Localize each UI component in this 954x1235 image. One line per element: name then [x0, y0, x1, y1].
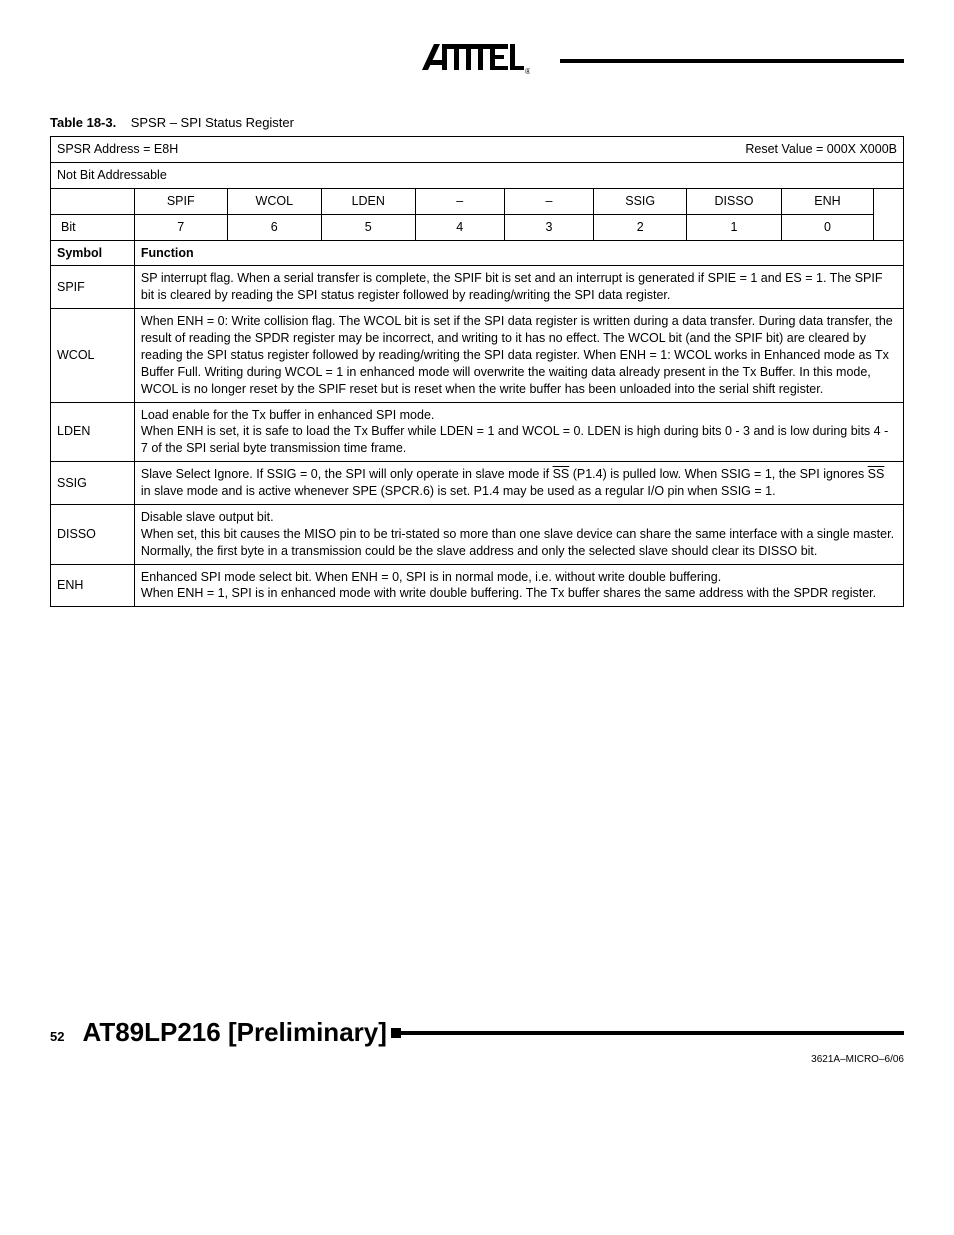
bit-name-0: ENH [781, 188, 873, 214]
header-rule [560, 59, 904, 63]
bit-name-7: SPIF [134, 188, 227, 214]
symbol-cell: SPIF [51, 266, 135, 309]
bit-num-3: 3 [504, 214, 593, 240]
table-row: SSIG Slave Select Ignore. If SSIG = 0, t… [51, 462, 904, 505]
symbol-cell: LDEN [51, 402, 135, 462]
symbol-cell: WCOL [51, 309, 135, 402]
function-cell: SP interrupt flag. When a serial transfe… [134, 266, 903, 309]
table-row: WCOL When ENH = 0: Write collision flag.… [51, 309, 904, 402]
document-title: AT89LP216 [Preliminary] [82, 1017, 386, 1048]
register-address: SPSR Address = E8H [57, 142, 178, 156]
table-row: LDEN Load enable for the Tx buffer in en… [51, 402, 904, 462]
caption-label: Table 18-3. [50, 115, 116, 130]
bit-num-2: 2 [594, 214, 687, 240]
bit-row-spacer [51, 188, 135, 214]
table-row: SPIF SP interrupt flag. When a serial tr… [51, 266, 904, 309]
symbol-cell: ENH [51, 564, 135, 607]
atmel-logo: ® [420, 40, 530, 81]
table-caption: Table 18-3. SPSR – SPI Status Register [50, 115, 904, 130]
bit-row-label: Bit [51, 214, 135, 240]
bit-name-4: – [415, 188, 504, 214]
register-header-line1: SPSR Address = E8H Reset Value = 000X X0… [51, 137, 904, 163]
symbol-cell: SSIG [51, 462, 135, 505]
bit-name-3: – [504, 188, 593, 214]
page-number: 52 [50, 1029, 64, 1044]
bit-num-7: 7 [134, 214, 227, 240]
function-cell: When ENH = 0: Write collision flag. The … [134, 309, 903, 402]
page: ® Table 18-3. SPSR – SPI Status Register… [0, 0, 954, 1095]
function-cell: Slave Select Ignore. If SSIG = 0, the SP… [134, 462, 903, 505]
bit-num-4: 4 [415, 214, 504, 240]
footer-rule [397, 1031, 904, 1035]
function-cell: Enhanced SPI mode select bit. When ENH =… [134, 564, 903, 607]
function-cell: Disable slave output bit. When set, this… [134, 504, 903, 564]
col-header-function: Function [134, 240, 903, 266]
table-row: DISSO Disable slave output bit. When set… [51, 504, 904, 564]
svg-text:®: ® [525, 67, 530, 76]
function-cell: Load enable for the Tx buffer in enhance… [134, 402, 903, 462]
bit-num-1: 1 [687, 214, 782, 240]
bit-name-1: DISSO [687, 188, 782, 214]
bit-name-5: LDEN [321, 188, 415, 214]
bit-name-2: SSIG [594, 188, 687, 214]
register-header-line2: Not Bit Addressable [51, 162, 904, 188]
register-table: SPSR Address = E8H Reset Value = 000X X0… [50, 136, 904, 607]
table-row: ENH Enhanced SPI mode select bit. When E… [51, 564, 904, 607]
header-logo-row: ® [50, 40, 904, 81]
bit-num-6: 6 [227, 214, 321, 240]
bit-num-5: 5 [321, 214, 415, 240]
bit-name-6: WCOL [227, 188, 321, 214]
document-id: 3621A–MICRO–6/06 [50, 1054, 904, 1065]
bit-num-0: 0 [781, 214, 873, 240]
col-header-symbol: Symbol [51, 240, 135, 266]
symbol-cell: DISSO [51, 504, 135, 564]
addressable-note: Not Bit Addressable [57, 168, 167, 182]
caption-title: SPSR – SPI Status Register [131, 115, 294, 130]
reset-value: Reset Value = 000X X000B [745, 141, 897, 158]
page-footer: 52 AT89LP216 [Preliminary] 3621A–MICRO–6… [50, 1017, 904, 1065]
